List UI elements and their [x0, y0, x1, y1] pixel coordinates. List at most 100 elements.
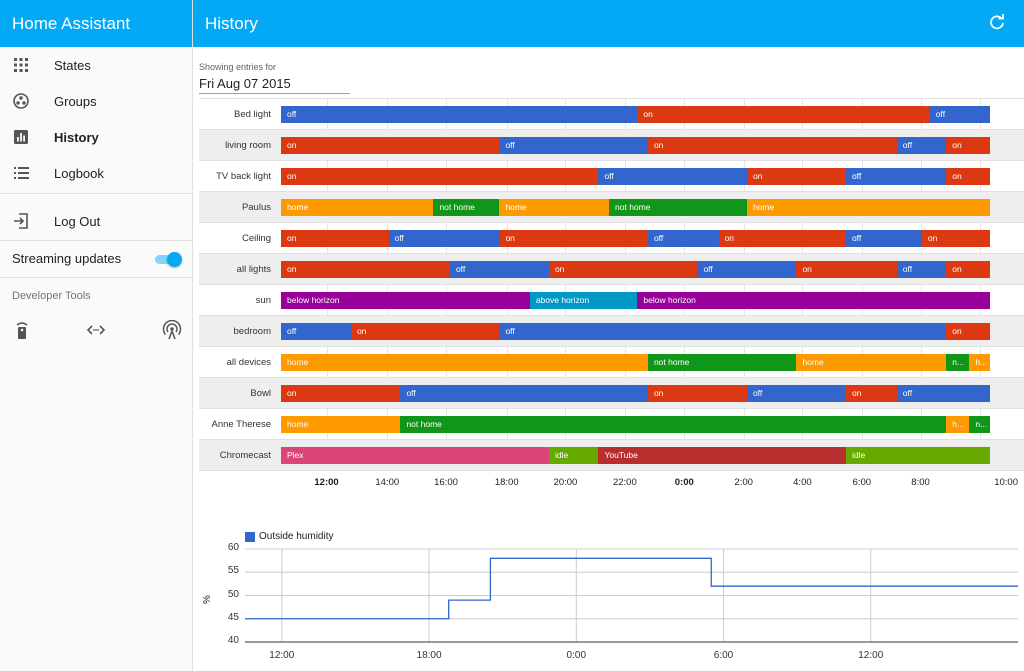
state-segment[interactable]: off — [598, 168, 747, 185]
nav-item-states[interactable]: States — [0, 49, 192, 81]
state-segment[interactable]: home — [796, 354, 947, 371]
entity-name: Bed light — [234, 109, 271, 120]
state-segment[interactable]: off — [281, 106, 638, 123]
state-segment[interactable]: off — [896, 385, 991, 402]
state-segment[interactable]: home — [281, 199, 434, 216]
state-segment[interactable]: off — [647, 230, 719, 247]
state-segment[interactable]: on — [718, 230, 846, 247]
divider — [0, 277, 192, 278]
state-segment[interactable]: n... — [946, 354, 970, 371]
group-circle-icon — [12, 92, 30, 110]
timeline-row: all lights on off on off on off on — [199, 254, 1024, 285]
state-segment[interactable]: on — [946, 137, 991, 154]
remote-icon[interactable] — [12, 320, 32, 340]
state-segment[interactable]: on — [350, 323, 500, 340]
x-tick-label: 12:00 — [858, 650, 884, 661]
state-segment[interactable]: off — [499, 137, 648, 154]
state-segment[interactable]: Plex — [281, 447, 549, 464]
logout-button[interactable]: Log Out — [0, 205, 192, 237]
state-segment[interactable]: idle — [548, 447, 599, 464]
entity-name: Ceiling — [241, 233, 271, 244]
state-segment[interactable]: h... — [946, 416, 970, 433]
state-segment[interactable]: off — [896, 137, 947, 154]
state-segment[interactable]: off — [499, 323, 947, 340]
nav-item-groups[interactable]: Groups — [0, 85, 192, 117]
state-segment[interactable]: on — [796, 261, 897, 278]
state-segment[interactable]: off — [281, 323, 351, 340]
logout-label: Log Out — [54, 213, 101, 229]
state-segment[interactable]: on — [647, 385, 747, 402]
timeline-row: Bed light off on off — [199, 99, 1024, 130]
state-segment[interactable]: home — [281, 354, 648, 371]
y-tick-label: 40 — [227, 635, 239, 646]
chart-icon — [12, 128, 30, 146]
state-segment[interactable]: on — [637, 106, 930, 123]
state-segment[interactable]: off — [896, 261, 947, 278]
row-divider — [199, 160, 1024, 161]
state-segment[interactable]: on — [281, 230, 389, 247]
date-picker-label: Showing entries for — [199, 62, 277, 72]
row-divider — [199, 439, 1024, 440]
state-segment[interactable]: off — [449, 261, 549, 278]
nav-item-logbook[interactable]: Logbook — [0, 157, 192, 189]
toggle-knob — [167, 252, 182, 267]
state-segment[interactable]: below horizon — [637, 292, 991, 309]
time-tick-label: 2:00 — [734, 477, 753, 488]
timeline-row: Ceiling on off on off on off on — [199, 223, 1024, 254]
x-tick-label: 18:00 — [416, 650, 442, 661]
sidebar: Home Assistant States Groups History — [0, 0, 193, 671]
state-segment[interactable]: not home — [400, 416, 947, 433]
state-segment[interactable]: off — [929, 106, 991, 123]
state-segment[interactable]: off — [845, 230, 922, 247]
state-segment[interactable]: on — [281, 137, 500, 154]
time-tick-label: 6:00 — [852, 477, 872, 488]
time-tick-label: 10:00 — [994, 477, 1018, 488]
broadcast-icon[interactable] — [162, 319, 182, 340]
state-segment[interactable]: home — [746, 199, 991, 216]
refresh-icon[interactable] — [988, 14, 1006, 32]
state-segment[interactable]: not home — [433, 199, 500, 216]
state-segment[interactable]: not home — [609, 199, 747, 216]
state-segment[interactable]: on — [845, 385, 897, 402]
state-segment[interactable]: on — [746, 168, 846, 185]
timeline-row: Bowl on off on off on off — [199, 378, 1024, 409]
dev-tools-title: Developer Tools — [12, 290, 91, 302]
state-segment[interactable]: on — [946, 323, 991, 340]
state-segment[interactable]: idle — [845, 447, 991, 464]
state-segment[interactable]: YouTube — [598, 447, 846, 464]
state-segment[interactable]: off — [845, 168, 947, 185]
time-tick-label: 14:00 — [375, 477, 400, 488]
nav-label-states: States — [54, 57, 91, 73]
apps-grid-icon — [12, 56, 30, 74]
state-segment[interactable]: h... — [969, 354, 991, 371]
state-segment[interactable]: on — [946, 261, 991, 278]
date-input-underline — [199, 93, 350, 94]
streaming-toggle[interactable] — [153, 252, 182, 267]
state-segment[interactable]: on — [281, 261, 450, 278]
state-segment[interactable]: on — [921, 230, 991, 247]
state-segment[interactable]: below horizon — [281, 292, 530, 309]
row-divider — [199, 222, 1024, 223]
state-segment[interactable]: on — [548, 261, 698, 278]
state-segment[interactable]: above horizon — [529, 292, 638, 309]
date-picker-input[interactable]: Fri Aug 07 2015 — [199, 76, 291, 91]
state-segment[interactable]: off — [746, 385, 846, 402]
time-tick-label: 4:00 — [793, 477, 812, 488]
divider — [0, 240, 192, 241]
state-segment[interactable]: n... — [969, 416, 991, 433]
entity-name: Bowl — [250, 388, 271, 399]
nav-item-history[interactable]: History — [0, 121, 192, 153]
state-segment[interactable]: off — [697, 261, 797, 278]
state-segment[interactable]: on — [946, 168, 991, 185]
state-segment[interactable]: home — [499, 199, 609, 216]
state-segment[interactable]: off — [400, 385, 648, 402]
state-segment[interactable]: on — [647, 137, 897, 154]
state-segment[interactable]: off — [388, 230, 500, 247]
state-segment[interactable]: home — [281, 416, 401, 433]
state-segment[interactable]: on — [499, 230, 648, 247]
state-segment[interactable]: on — [281, 385, 401, 402]
state-segment[interactable]: not home — [647, 354, 797, 371]
state-segment[interactable]: on — [281, 168, 599, 185]
code-arrows-icon[interactable] — [86, 320, 106, 340]
